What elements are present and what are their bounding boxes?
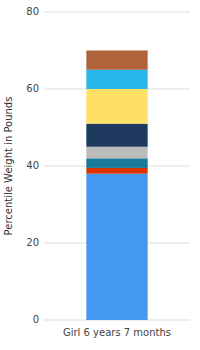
y-tick-label: 20 [26,237,39,248]
chart: 0 20 40 60 80 Girl 6 years 7 months Percentile… [0,0,200,350]
y-tick-label: 40 [26,160,39,171]
bar-segment [86,147,147,159]
bar-segment [86,70,147,89]
y-tick-label: 0 [33,314,39,325]
grid-line [44,12,190,13]
bar-segment [86,51,147,70]
bar-segment [86,158,147,168]
x-tick-label: Girl 6 years 7 months [63,327,171,338]
y-axis-label: Percentile Weight in Pounds [3,97,14,236]
y-tick-label: 80 [26,6,39,17]
bar-segment [86,89,147,124]
bar-segment [86,174,147,320]
grid [44,12,190,320]
y-tick-label: 60 [26,83,39,94]
bar-segment [86,168,147,174]
bar-segment [86,124,147,147]
bars [86,51,147,321]
